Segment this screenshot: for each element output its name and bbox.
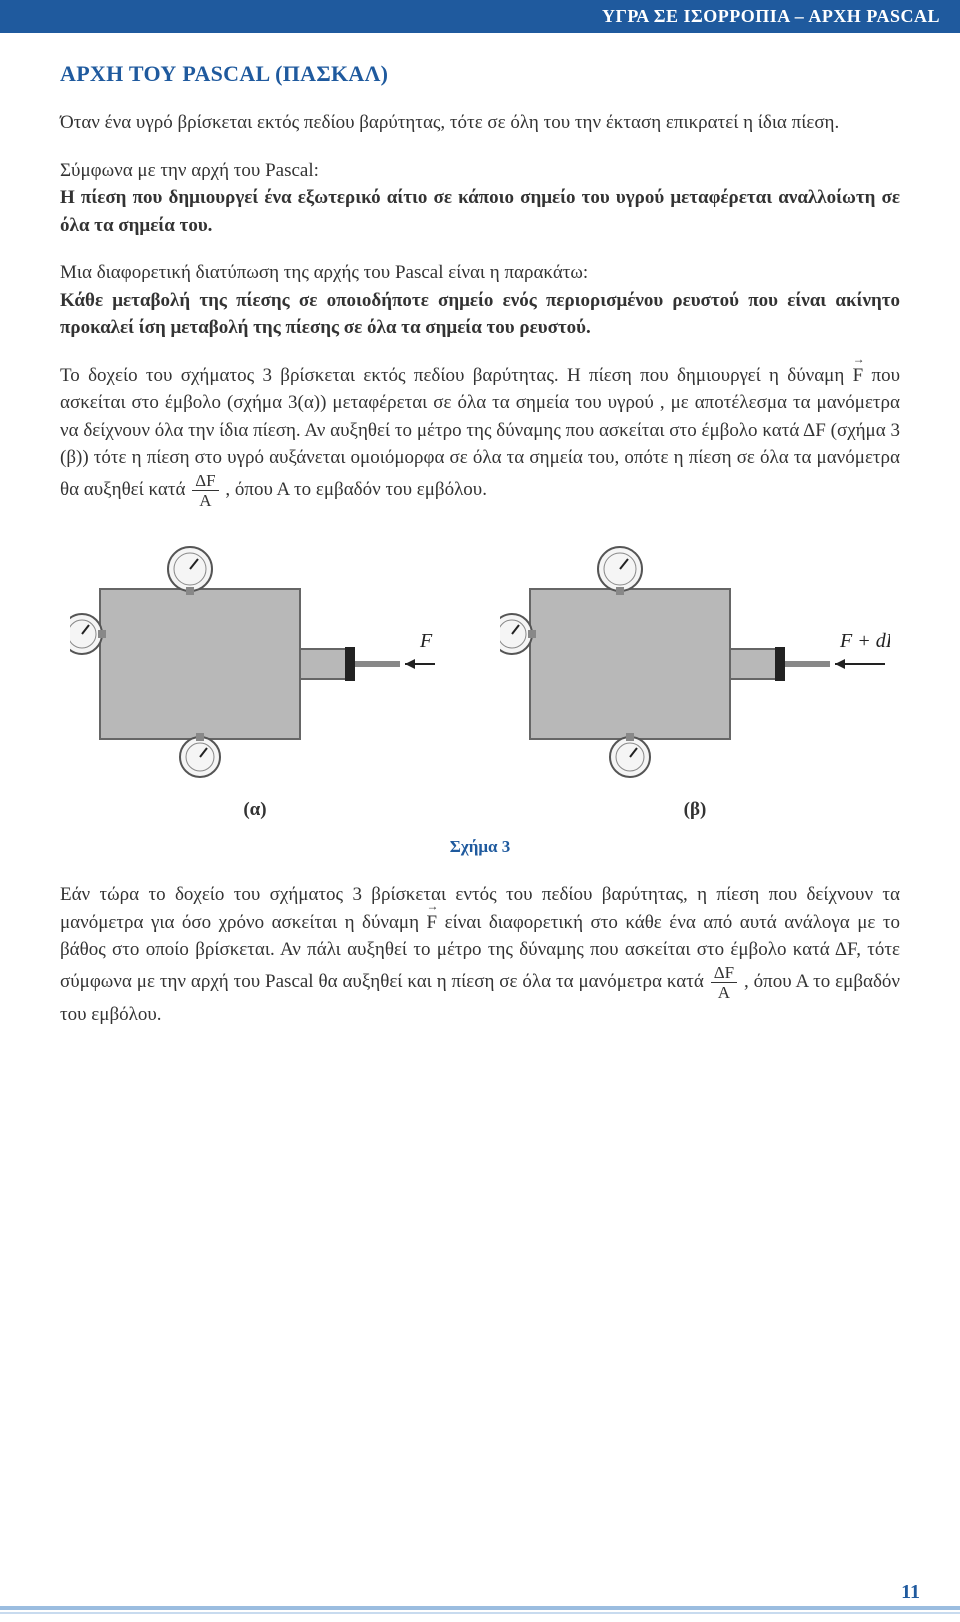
diagram-row: F — [60, 539, 900, 821]
para3-body: Κάθε μεταβολή της πίεσης σε οποιοδήποτε … — [60, 290, 900, 339]
para2-lead: Σύμφωνα με την αρχή του Pascal: — [60, 160, 319, 181]
diagram-left: F — [70, 539, 440, 779]
frac1-num: ΔF — [192, 472, 218, 491]
force-right-label: F + dF — [839, 630, 890, 652]
diagram-left-wrap: F — [70, 539, 440, 821]
diagram-left-label: (α) — [243, 799, 266, 821]
header-title: ΥΓΡΑ ΣΕ ΙΣΟΡΡΟΠΙΑ – ΑΡΧΗ PASCAL — [602, 6, 940, 26]
footer-stripe-thin — [0, 1612, 960, 1614]
para4-a: Το δοχείο του σχήματος 3 βρίσκεται εκτός… — [60, 365, 853, 386]
header-bar: ΥΓΡΑ ΣΕ ΙΣΟΡΡΟΠΙΑ – ΑΡΧΗ PASCAL — [0, 0, 960, 33]
frac1-den: A — [192, 491, 218, 509]
footer-stripe — [0, 1606, 960, 1610]
diagram-right-wrap: F + dF — [500, 539, 890, 821]
fraction-dF-A-1: ΔF A — [192, 472, 218, 509]
paragraph-1: Όταν ένα υγρό βρίσκεται εκτός πεδίου βαρ… — [60, 109, 900, 137]
para3-lead: Μια διαφορετική διατύπωση της αρχής του … — [60, 262, 588, 283]
section-title: ΑΡΧΗ ΤΟΥ PASCAL (ΠΑΣΚΑΛ) — [60, 61, 900, 87]
force-left-label: F — [419, 630, 433, 652]
force-vector-symbol-2: F — [427, 909, 438, 937]
force-vector-symbol: F — [853, 362, 864, 390]
footer: 11 — [0, 1582, 960, 1622]
diagram-right: F + dF — [500, 539, 890, 779]
page-content: ΑΡΧΗ ΤΟΥ PASCAL (ΠΑΣΚΑΛ) Όταν ένα υγρό β… — [0, 33, 960, 1028]
para4-c: , όπου Α το εμβαδόν του εμβόλου. — [225, 479, 487, 500]
fraction-dF-A-2: ΔF A — [711, 964, 737, 1001]
paragraph-5: Εάν τώρα το δοχείο του σχήματος 3 βρίσκε… — [60, 881, 900, 1028]
paragraph-3: Μια διαφορετική διατύπωση της αρχής του … — [60, 259, 900, 342]
page-number: 11 — [901, 1581, 920, 1604]
paragraph-2: Σύμφωνα με την αρχή του Pascal: Η πίεση … — [60, 157, 900, 240]
para2-body: Η πίεση που δημιουργεί ένα εξωτερικό αίτ… — [60, 187, 900, 236]
paragraph-4: Το δοχείο του σχήματος 3 βρίσκεται εκτός… — [60, 362, 900, 509]
frac2-den: A — [711, 983, 737, 1001]
diagram-right-label: (β) — [684, 799, 707, 821]
diagram-caption: Σχήμα 3 — [60, 837, 900, 857]
frac2-num: ΔF — [711, 964, 737, 983]
